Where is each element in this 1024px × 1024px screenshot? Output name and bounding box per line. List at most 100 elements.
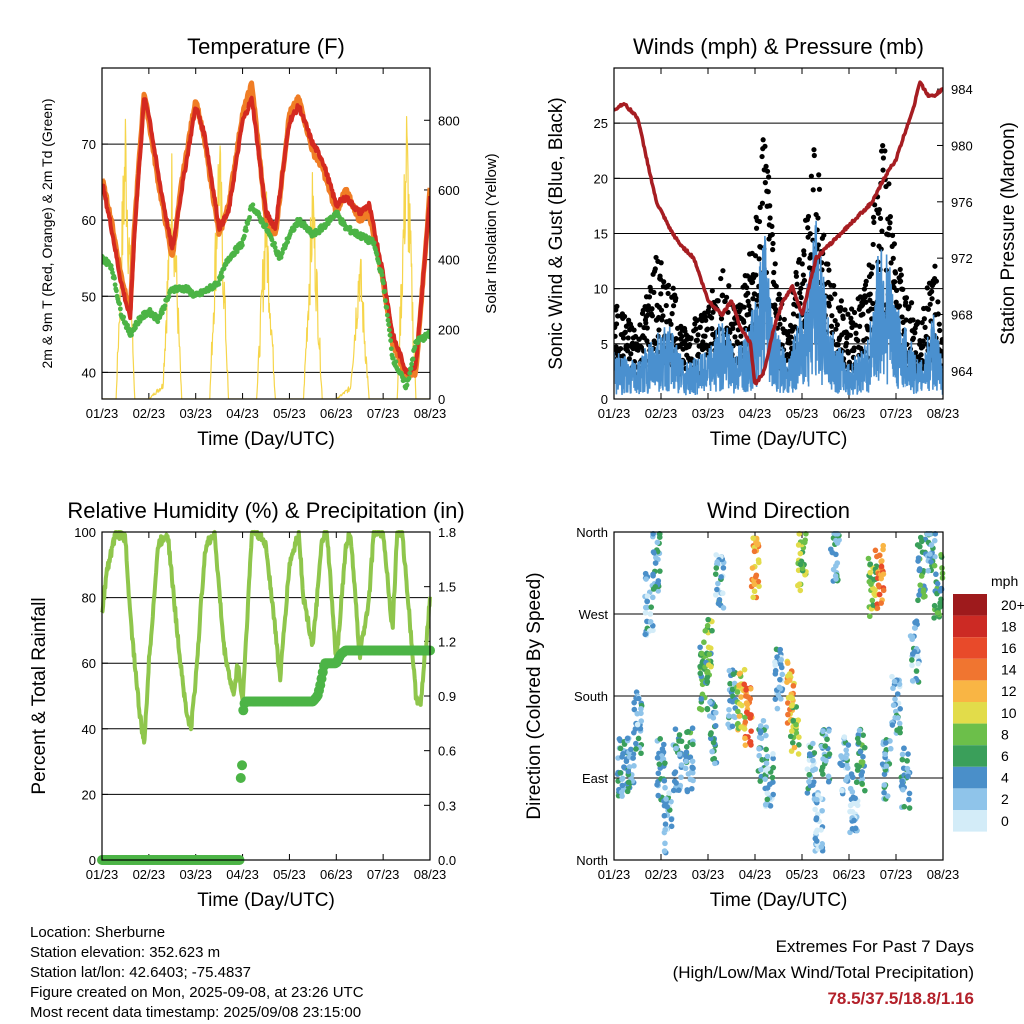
gust-point	[773, 283, 779, 289]
gust-point	[811, 147, 817, 153]
gust-point	[673, 336, 679, 342]
y-tick-label: North	[576, 525, 608, 540]
direction-point	[900, 786, 906, 793]
dewpoint-point	[408, 366, 414, 371]
gust-point	[870, 214, 877, 220]
dewpoint-point	[250, 202, 256, 208]
direction-point	[774, 705, 781, 712]
gust-point	[741, 319, 747, 325]
gust-point	[669, 311, 675, 317]
direction-point	[890, 685, 896, 692]
direction-point	[818, 844, 825, 850]
gust-point	[811, 152, 817, 159]
direction-point	[905, 751, 911, 757]
gust-point	[673, 295, 679, 301]
gust-point	[779, 342, 785, 348]
gust-point	[910, 317, 916, 323]
x-tick-label: 05/23	[273, 406, 306, 421]
gust-point	[767, 203, 773, 209]
direction-point	[747, 715, 753, 721]
y2-axis-label: Station Pressure (Maroon)	[998, 122, 1019, 345]
direction-point	[743, 687, 749, 693]
gust-point	[880, 155, 887, 161]
direction-point	[623, 758, 630, 765]
direction-point	[878, 600, 884, 606]
gust-point	[763, 163, 769, 169]
gust-point	[826, 267, 832, 273]
direction-point	[866, 613, 873, 620]
direction-point	[706, 651, 713, 658]
dewpoint-point	[234, 249, 240, 255]
direction-point	[676, 751, 683, 757]
direction-point	[789, 703, 795, 709]
gust-point	[643, 320, 649, 326]
dewpoint-point	[117, 306, 123, 312]
direction-point	[939, 565, 945, 571]
direction-point	[713, 552, 719, 558]
direction-point	[657, 736, 663, 742]
direction-point	[916, 567, 923, 574]
dewpoint-point	[410, 356, 416, 362]
direction-point	[895, 715, 901, 721]
direction-point	[764, 765, 771, 772]
direction-point	[705, 662, 712, 668]
dewpoint-point	[263, 222, 269, 228]
direction-point	[917, 582, 924, 588]
direction-point	[880, 542, 887, 549]
dewpoint-point	[126, 326, 132, 332]
x-tick-label: 03/23	[179, 406, 212, 421]
gust-point	[649, 306, 655, 312]
gust-point	[929, 296, 935, 302]
dewpoint-point	[129, 332, 134, 338]
x-tick-label: 03/23	[179, 867, 212, 882]
dewpoint-point	[247, 214, 253, 220]
direction-point	[663, 796, 669, 802]
direction-point	[834, 560, 841, 566]
direction-point	[776, 684, 783, 691]
extremes-values: 78.5/37.5/18.8/1.16	[827, 989, 974, 1008]
chart-title: Relative Humidity (%) & Precipitation (i…	[67, 498, 464, 523]
y2-tick-label: 1.8	[438, 525, 456, 540]
direction-point	[854, 767, 861, 773]
direction-point	[933, 571, 939, 578]
gust-point	[793, 269, 799, 276]
direction-point	[865, 555, 872, 562]
gust-point	[614, 303, 620, 309]
gust-point	[693, 326, 699, 332]
panel-winds: Winds (mph) & Pressure (mb) 01/23 02/23 03/…	[546, 34, 1019, 450]
direction-point	[755, 578, 762, 585]
gust-point	[935, 311, 941, 317]
dewpoint-point	[112, 282, 118, 288]
direction-point	[704, 706, 711, 713]
gust-point	[893, 287, 900, 294]
direction-point	[784, 700, 791, 706]
direction-point	[913, 618, 920, 625]
direction-point	[881, 789, 887, 796]
direction-point	[760, 717, 767, 724]
gust-point	[937, 327, 943, 334]
direction-point	[899, 756, 906, 763]
gust-point	[719, 292, 726, 298]
series-group	[97, 530, 435, 865]
direction-point	[683, 758, 689, 765]
direction-point	[633, 746, 639, 752]
gust-point	[925, 306, 931, 312]
gust-point	[797, 290, 803, 296]
y2-tick-label: 200	[438, 322, 460, 337]
direction-point	[825, 778, 832, 785]
station-info: Location: Sherburne Station elevation: 3…	[30, 923, 364, 1023]
gust-point	[737, 307, 743, 313]
x-tick-label: 03/23	[692, 406, 725, 421]
direction-point	[736, 682, 742, 689]
gust-point	[753, 225, 760, 231]
gust-point	[695, 332, 701, 338]
direction-point	[778, 656, 784, 663]
direction-point	[648, 604, 655, 610]
direction-point	[804, 790, 811, 796]
direction-point	[920, 594, 927, 600]
gust-point	[665, 290, 671, 297]
legend-label: 20+	[1001, 597, 1024, 613]
direction-point	[796, 742, 802, 748]
direction-point	[911, 625, 918, 631]
direction-point	[869, 597, 876, 604]
